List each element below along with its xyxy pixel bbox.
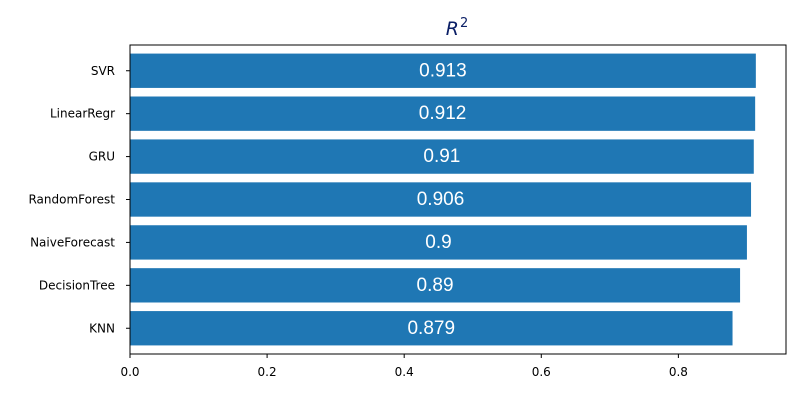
bar-naiveforecast: [130, 225, 747, 260]
y-tick-label-linearregr: LinearRegr: [50, 107, 115, 121]
chart-title: R2: [446, 16, 468, 40]
x-tick-label: 0.8: [669, 365, 688, 379]
data-label-decisiontree: 0.89: [417, 275, 454, 296]
y-tick-label-gru: GRU: [89, 150, 115, 164]
x-axis-ticks: 0.0 0.2 0.4 0.6 0.8: [120, 354, 688, 379]
data-label-linearregr: 0.912: [419, 103, 467, 124]
data-label-randomforest: 0.906: [417, 189, 465, 210]
bar-decisiontree: [130, 268, 741, 303]
y-tick-label-svr: SVR: [91, 64, 115, 78]
x-tick-label: 0.4: [395, 365, 414, 379]
bar-gru: [130, 139, 754, 174]
bar-knn: [130, 311, 733, 346]
data-labels-group: 0.913 0.912 0.91 0.906 0.9 0.89 0.879: [407, 60, 466, 339]
x-tick-label: 0.6: [532, 365, 551, 379]
bar-svr: [130, 53, 756, 88]
y-tick-label-randomforest: RandomForest: [28, 193, 115, 207]
y-axis-ticks: SVR LinearRegr GRU RandomForest NaiveForecas…: [28, 64, 130, 335]
y-tick-label-naiveforecast: NaiveForecast: [30, 235, 115, 249]
y-tick-label-knn: KNN: [89, 321, 115, 335]
chart-title-superscript: 2: [460, 16, 468, 31]
bar-randomforest: [130, 182, 752, 217]
bars-group: [130, 53, 756, 346]
data-label-gru: 0.91: [423, 146, 460, 167]
bar-linearregr: [130, 96, 756, 131]
y-tick-label-decisiontree: DecisionTree: [39, 278, 115, 292]
x-tick-label: 0.2: [258, 365, 277, 379]
plot-frame: [129, 44, 787, 355]
x-tick-label: 0.0: [120, 365, 139, 379]
data-label-naiveforecast: 0.9: [425, 232, 451, 253]
data-label-svr: 0.913: [419, 60, 467, 81]
chart-title-text: R: [446, 18, 459, 40]
data-label-knn: 0.879: [407, 318, 455, 339]
